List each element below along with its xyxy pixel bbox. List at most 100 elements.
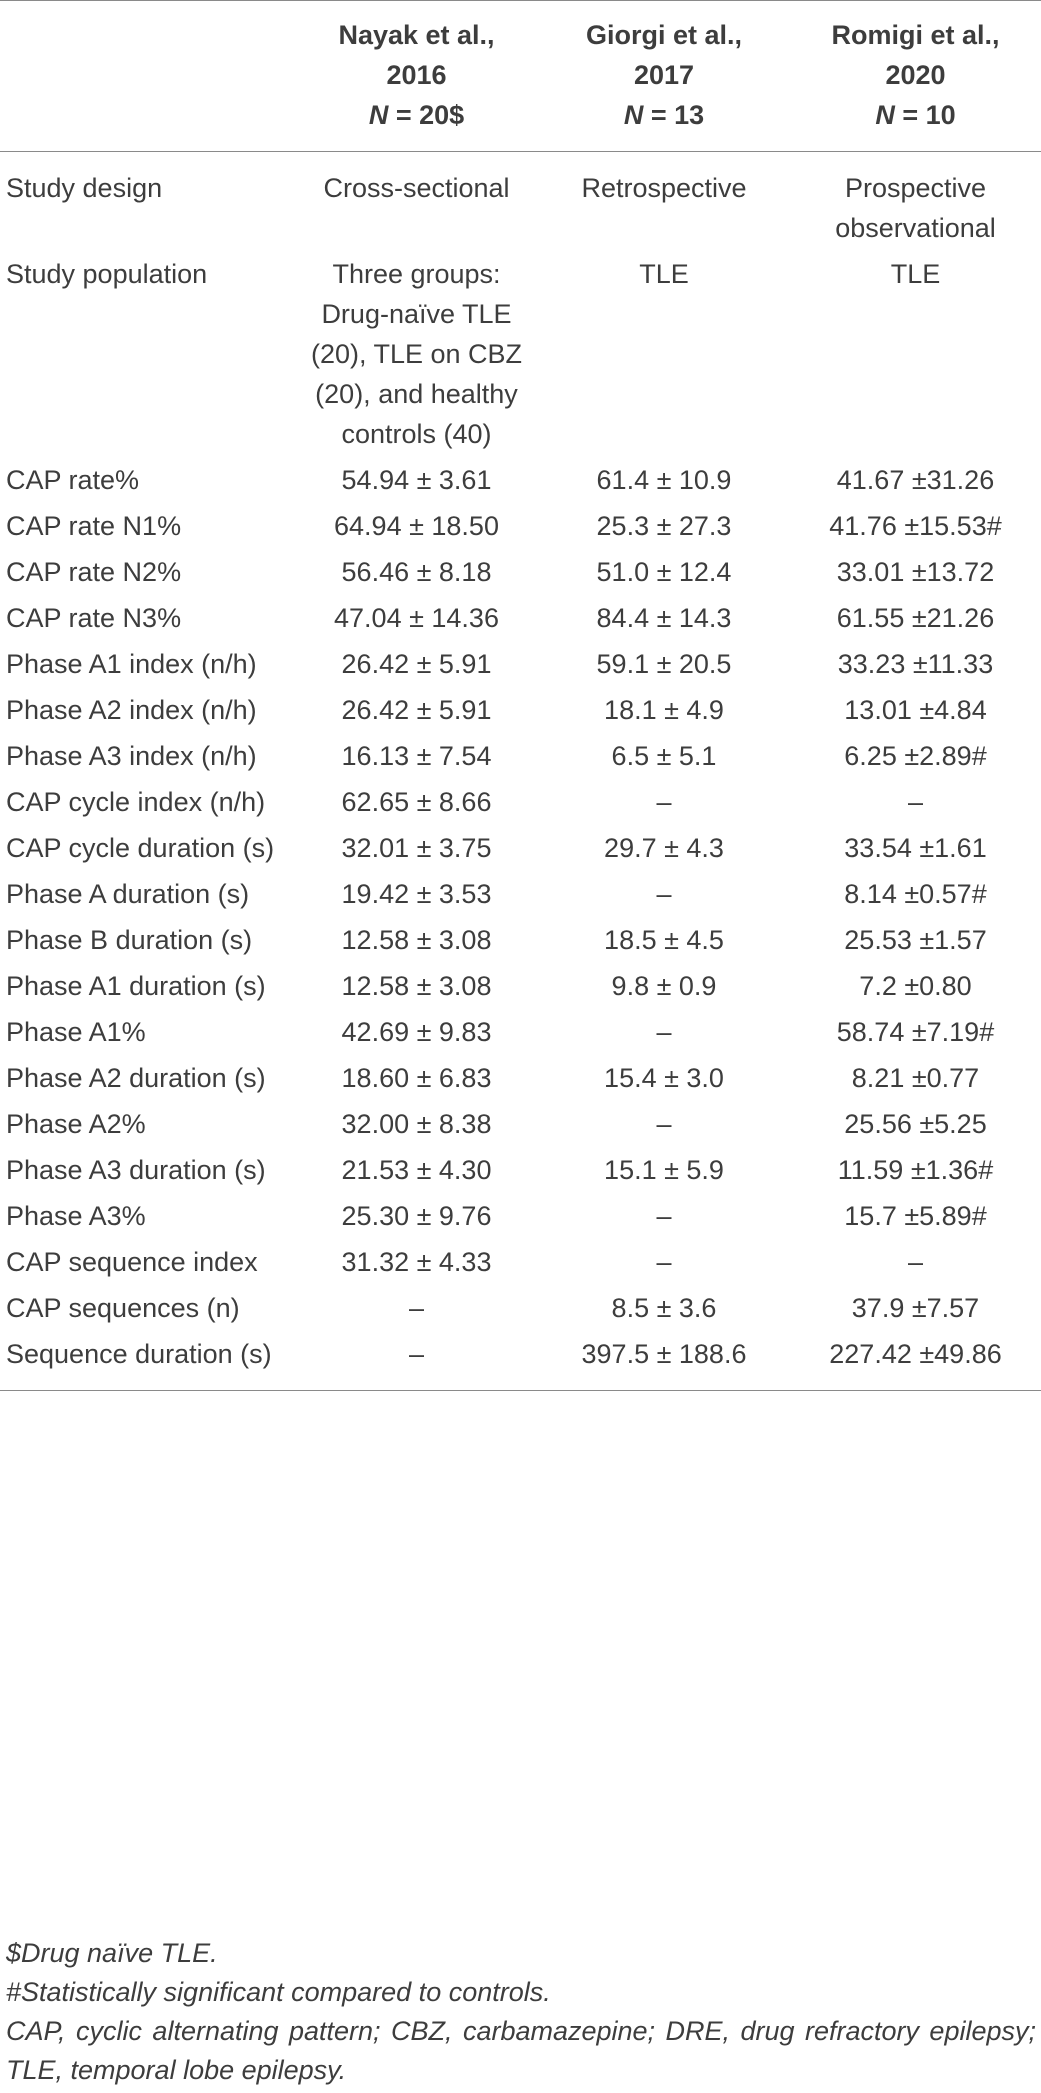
- row-label: Phase A3%: [6, 1201, 146, 1231]
- table-cell: 32.01 ± 3.75: [341, 833, 492, 863]
- header-cell-study-1: Nayak et al., 2016 N = 20$: [295, 0, 538, 152]
- table-cell: 15.7 ±5.89#: [844, 1201, 987, 1231]
- header-sample-size: N = 10: [794, 95, 1037, 135]
- table-cell: 56.46 ± 8.18: [341, 557, 492, 587]
- table-cell: 397.5 ± 188.6: [538, 1331, 790, 1391]
- table-cell: 61.55 ±21.26: [836, 603, 995, 633]
- row-label: Phase A2%: [6, 1109, 146, 1139]
- table-row: Study design Cross-sectional Retrospective…: [0, 152, 1041, 252]
- header-author: Nayak et al.,: [338, 20, 495, 50]
- header-author: Romigi et al.,: [831, 20, 1000, 50]
- row-label: CAP rate N1%: [6, 511, 182, 541]
- table-cell: 59.1 ± 20.5: [596, 649, 732, 679]
- table-row: CAP rate% 54.94 ± 3.61 61.4 ± 10.9 41.67 ±3…: [0, 457, 1041, 503]
- table-cell: 8.21 ±0.77: [851, 1063, 980, 1093]
- table-cell: 37.9 ±7.57: [851, 1293, 980, 1323]
- table-cell: 41.67 ±31.26: [836, 465, 995, 495]
- table-cell: 25.53 ±1.57: [844, 925, 987, 955]
- table-cell: 26.42 ± 5.91: [341, 695, 492, 725]
- table-cell: –: [408, 1293, 425, 1323]
- table-cell: Three groups: Drug-naïve TLE (20), TLE o…: [310, 259, 523, 449]
- header-n-value: = 13: [643, 100, 705, 130]
- table-cell: 6.5 ± 5.1: [611, 741, 717, 771]
- table-row: Phase B duration (s) 12.58 ± 3.08 18.5 ± 4…: [0, 917, 1041, 963]
- table-cell: –: [656, 1201, 672, 1231]
- header-author: Giorgi et al.,: [585, 20, 743, 50]
- table-cell: 42.69 ± 9.83: [341, 1017, 492, 1047]
- table-cell: –: [656, 1109, 672, 1139]
- table-row: CAP rate N3% 47.04 ± 14.36 84.4 ± 14.3 61.5…: [0, 595, 1041, 641]
- table-cell: 12.58 ± 3.08: [341, 925, 492, 955]
- table-cell: 15.4 ± 3.0: [604, 1063, 724, 1093]
- table-row: Phase A2 index (n/h) 26.42 ± 5.91 18.1 ± 4…: [0, 687, 1041, 733]
- table-body: Study design Cross-sectional Retrospective…: [0, 152, 1041, 1391]
- header-cell-blank: [0, 0, 295, 152]
- table-cell: 18.5 ± 4.5: [604, 925, 724, 955]
- table-cell: –: [656, 1247, 672, 1277]
- table-row: Phase A1% 42.69 ± 9.83 – 58.74 ±7.19#: [0, 1009, 1041, 1055]
- table-row: Phase A1 index (n/h) 26.42 ± 5.91 59.1 ± 2…: [0, 641, 1041, 687]
- table-cell: –: [907, 1247, 924, 1277]
- row-label: Phase A3 index (n/h): [6, 741, 257, 771]
- table-cell: 64.94 ± 18.50: [334, 511, 499, 541]
- header-year: 2016: [386, 60, 447, 90]
- table-cell: 26.42 ± 5.91: [341, 649, 492, 679]
- table-row: CAP sequence index 31.32 ± 4.33 – –: [0, 1239, 1041, 1285]
- table-cell: 84.4 ± 14.3: [596, 603, 732, 633]
- row-label: Phase A2 duration (s): [6, 1063, 266, 1093]
- table-row: CAP sequences (n) – 8.5 ± 3.6 37.9 ±7.57: [0, 1285, 1041, 1331]
- table-row: Study population Three groups: Drug-naïve…: [0, 251, 1041, 457]
- table-cell: 47.04 ± 14.36: [334, 603, 499, 633]
- table-cell: –: [295, 1331, 538, 1391]
- table-cell: 29.7 ± 4.3: [604, 833, 724, 863]
- table-cell: 11.59 ±1.36#: [837, 1155, 994, 1185]
- table-cell: 16.13 ± 7.54: [341, 741, 492, 771]
- row-label: CAP cycle index (n/h): [6, 787, 266, 817]
- row-label: Study design: [6, 173, 163, 203]
- table-cell: TLE: [890, 259, 941, 289]
- table-cell: 54.94 ± 3.61: [341, 465, 492, 495]
- table-row: Phase A1 duration (s) 12.58 ± 3.08 9.8 ± 0…: [0, 963, 1041, 1009]
- row-label: Phase A1%: [6, 1017, 146, 1047]
- header-sample-size: N = 20$: [299, 95, 534, 135]
- row-label: CAP cycle duration (s): [6, 833, 275, 863]
- table-cell: 227.42 ±49.86: [790, 1331, 1041, 1391]
- table-cell: 41.76 ±15.53#: [829, 511, 1002, 541]
- row-label: CAP rate%: [6, 465, 140, 495]
- table-cell: 19.42 ± 3.53: [341, 879, 492, 909]
- table-cell: TLE: [639, 259, 689, 289]
- row-label: CAP rate N3%: [6, 603, 182, 633]
- table-row: Phase A2 duration (s) 18.60 ± 6.83 15.4 ± …: [0, 1055, 1041, 1101]
- row-label: Phase A duration (s): [6, 879, 250, 909]
- header-n-value: = 20$: [388, 100, 465, 130]
- table-row: CAP rate N1% 64.94 ± 18.50 25.3 ± 27.3 41.7…: [0, 503, 1041, 549]
- table-cell: –: [656, 787, 672, 817]
- table-header: Nayak et al., 2016 N = 20$ Giorgi et al., 20…: [0, 0, 1041, 152]
- header-sample-size: N = 13: [542, 95, 786, 135]
- table-cell: 58.74 ±7.19#: [836, 1017, 995, 1047]
- table-cell: 33.23 ±11.33: [837, 649, 994, 679]
- header-n-symbol: N: [623, 100, 644, 130]
- row-label: CAP sequence index: [6, 1247, 258, 1277]
- table-cell: 21.53 ± 4.30: [341, 1155, 492, 1185]
- header-n-value: = 10: [894, 100, 956, 130]
- table-cell: 8.5 ± 3.6: [611, 1293, 717, 1323]
- footnote-abbreviations: CAP, cyclic alternating pattern; CBZ, ca…: [6, 2016, 1036, 2085]
- table-cell: 33.01 ±13.72: [836, 557, 995, 587]
- footnote-significance: #Statistically significant compared to c…: [6, 1977, 551, 2007]
- row-label: Phase B duration (s): [6, 925, 253, 955]
- row-label: Sequence duration (s): [0, 1331, 295, 1391]
- footnote-drug-naive: $Drug naïve TLE.: [6, 1938, 218, 1968]
- table-row: CAP rate N2% 56.46 ± 8.18 51.0 ± 12.4 33.01…: [0, 549, 1041, 595]
- row-label: CAP sequences (n): [6, 1293, 240, 1323]
- table-cell: 25.56 ±5.25: [844, 1109, 987, 1139]
- row-label: Phase A2 index (n/h): [6, 695, 257, 725]
- header-cell-study-2: Giorgi et al., 2017 N = 13: [538, 0, 790, 152]
- table-cell: 18.1 ± 4.9: [604, 695, 724, 725]
- table-cell: 9.8 ± 0.9: [611, 971, 717, 1001]
- row-label: Study population: [6, 259, 208, 289]
- table-cell: 33.54 ±1.61: [844, 833, 987, 863]
- header-row: Nayak et al., 2016 N = 20$ Giorgi et al., 20…: [0, 0, 1041, 152]
- table-cell: 62.65 ± 8.66: [341, 787, 492, 817]
